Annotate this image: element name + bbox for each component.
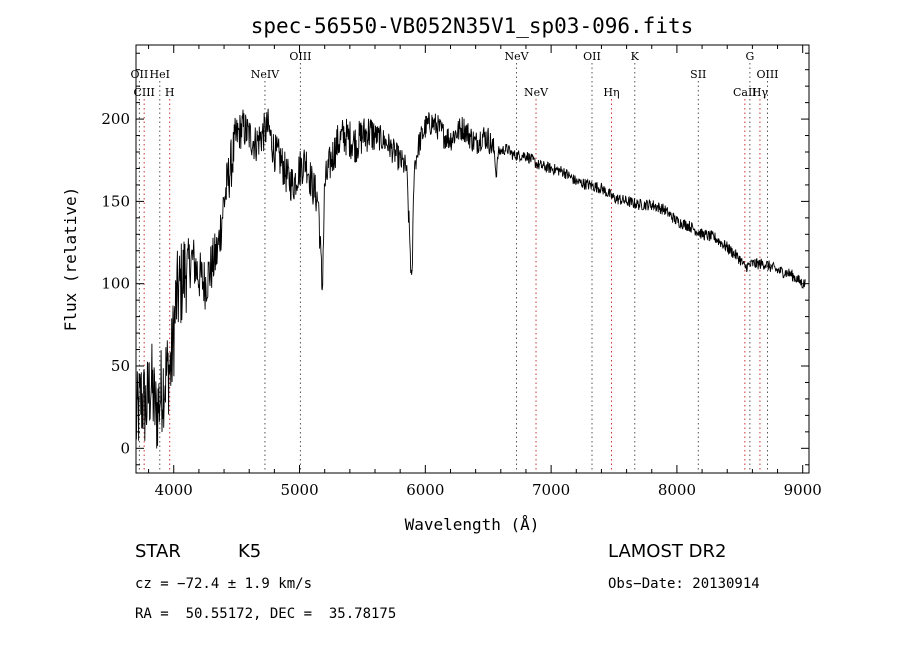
emission-line-label: SII — [690, 68, 706, 81]
y-tick-label: 200 — [101, 110, 130, 128]
x-axis-label: Wavelength (Å) — [405, 515, 540, 534]
y-tick-label: 50 — [111, 357, 130, 375]
absorption-line-label: CIII — [133, 86, 154, 99]
emission-line-label: OII — [131, 68, 149, 81]
subclass: K5 — [238, 541, 262, 562]
spectrum-line — [135, 108, 806, 449]
y-tick-label: 0 — [120, 439, 130, 457]
x-tick-label: 7000 — [532, 481, 570, 499]
x-tick-label: 4000 — [155, 481, 193, 499]
x-tick-label: 8000 — [658, 481, 696, 499]
object-type: STAR — [135, 541, 181, 562]
absorption-line-label: Hη — [603, 86, 619, 99]
x-tick-label: 6000 — [406, 481, 444, 499]
y-axis-label: Flux (relative) — [61, 187, 80, 332]
absorption-line-label: CaII — [733, 86, 757, 99]
absorption-line-label: Hγ — [752, 86, 769, 99]
observation-date: Obs−Date: 20130914 — [608, 576, 760, 592]
emission-line-label: OIII — [756, 68, 778, 81]
y-tick-label: 100 — [101, 275, 130, 293]
y-tick-label: 150 — [101, 192, 130, 210]
chart-title: spec-56550-VB052N35V1_sp03-096.fits — [251, 14, 694, 38]
emission-line-label: OII — [583, 50, 601, 63]
redshift-cz: cz = −72.4 ± 1.9 km/s — [135, 576, 313, 592]
emission-line-label: NeV — [504, 50, 529, 63]
emission-line-label: HeI — [150, 68, 170, 81]
spectrum-series — [135, 108, 806, 449]
emission-line-label: OIII — [289, 50, 311, 63]
absorption-line-label: NeV — [524, 86, 549, 99]
plot-frame — [135, 44, 810, 474]
emission-line-label: NeIV — [251, 68, 280, 81]
x-tick-label: 9000 — [784, 481, 822, 499]
emission-line-label: G — [745, 50, 754, 63]
absorption-line-label: H — [165, 86, 175, 99]
x-tick-label: 5000 — [280, 481, 318, 499]
emission-line-label: K — [631, 50, 640, 63]
survey-name: LAMOST DR2 — [608, 541, 727, 562]
coordinates: RA = 50.55172, DEC = 35.78175 — [135, 606, 397, 622]
axis-ticks: 4000 5000 6000 7000 8000 9000 0 50 100 150 200 — [101, 45, 822, 499]
